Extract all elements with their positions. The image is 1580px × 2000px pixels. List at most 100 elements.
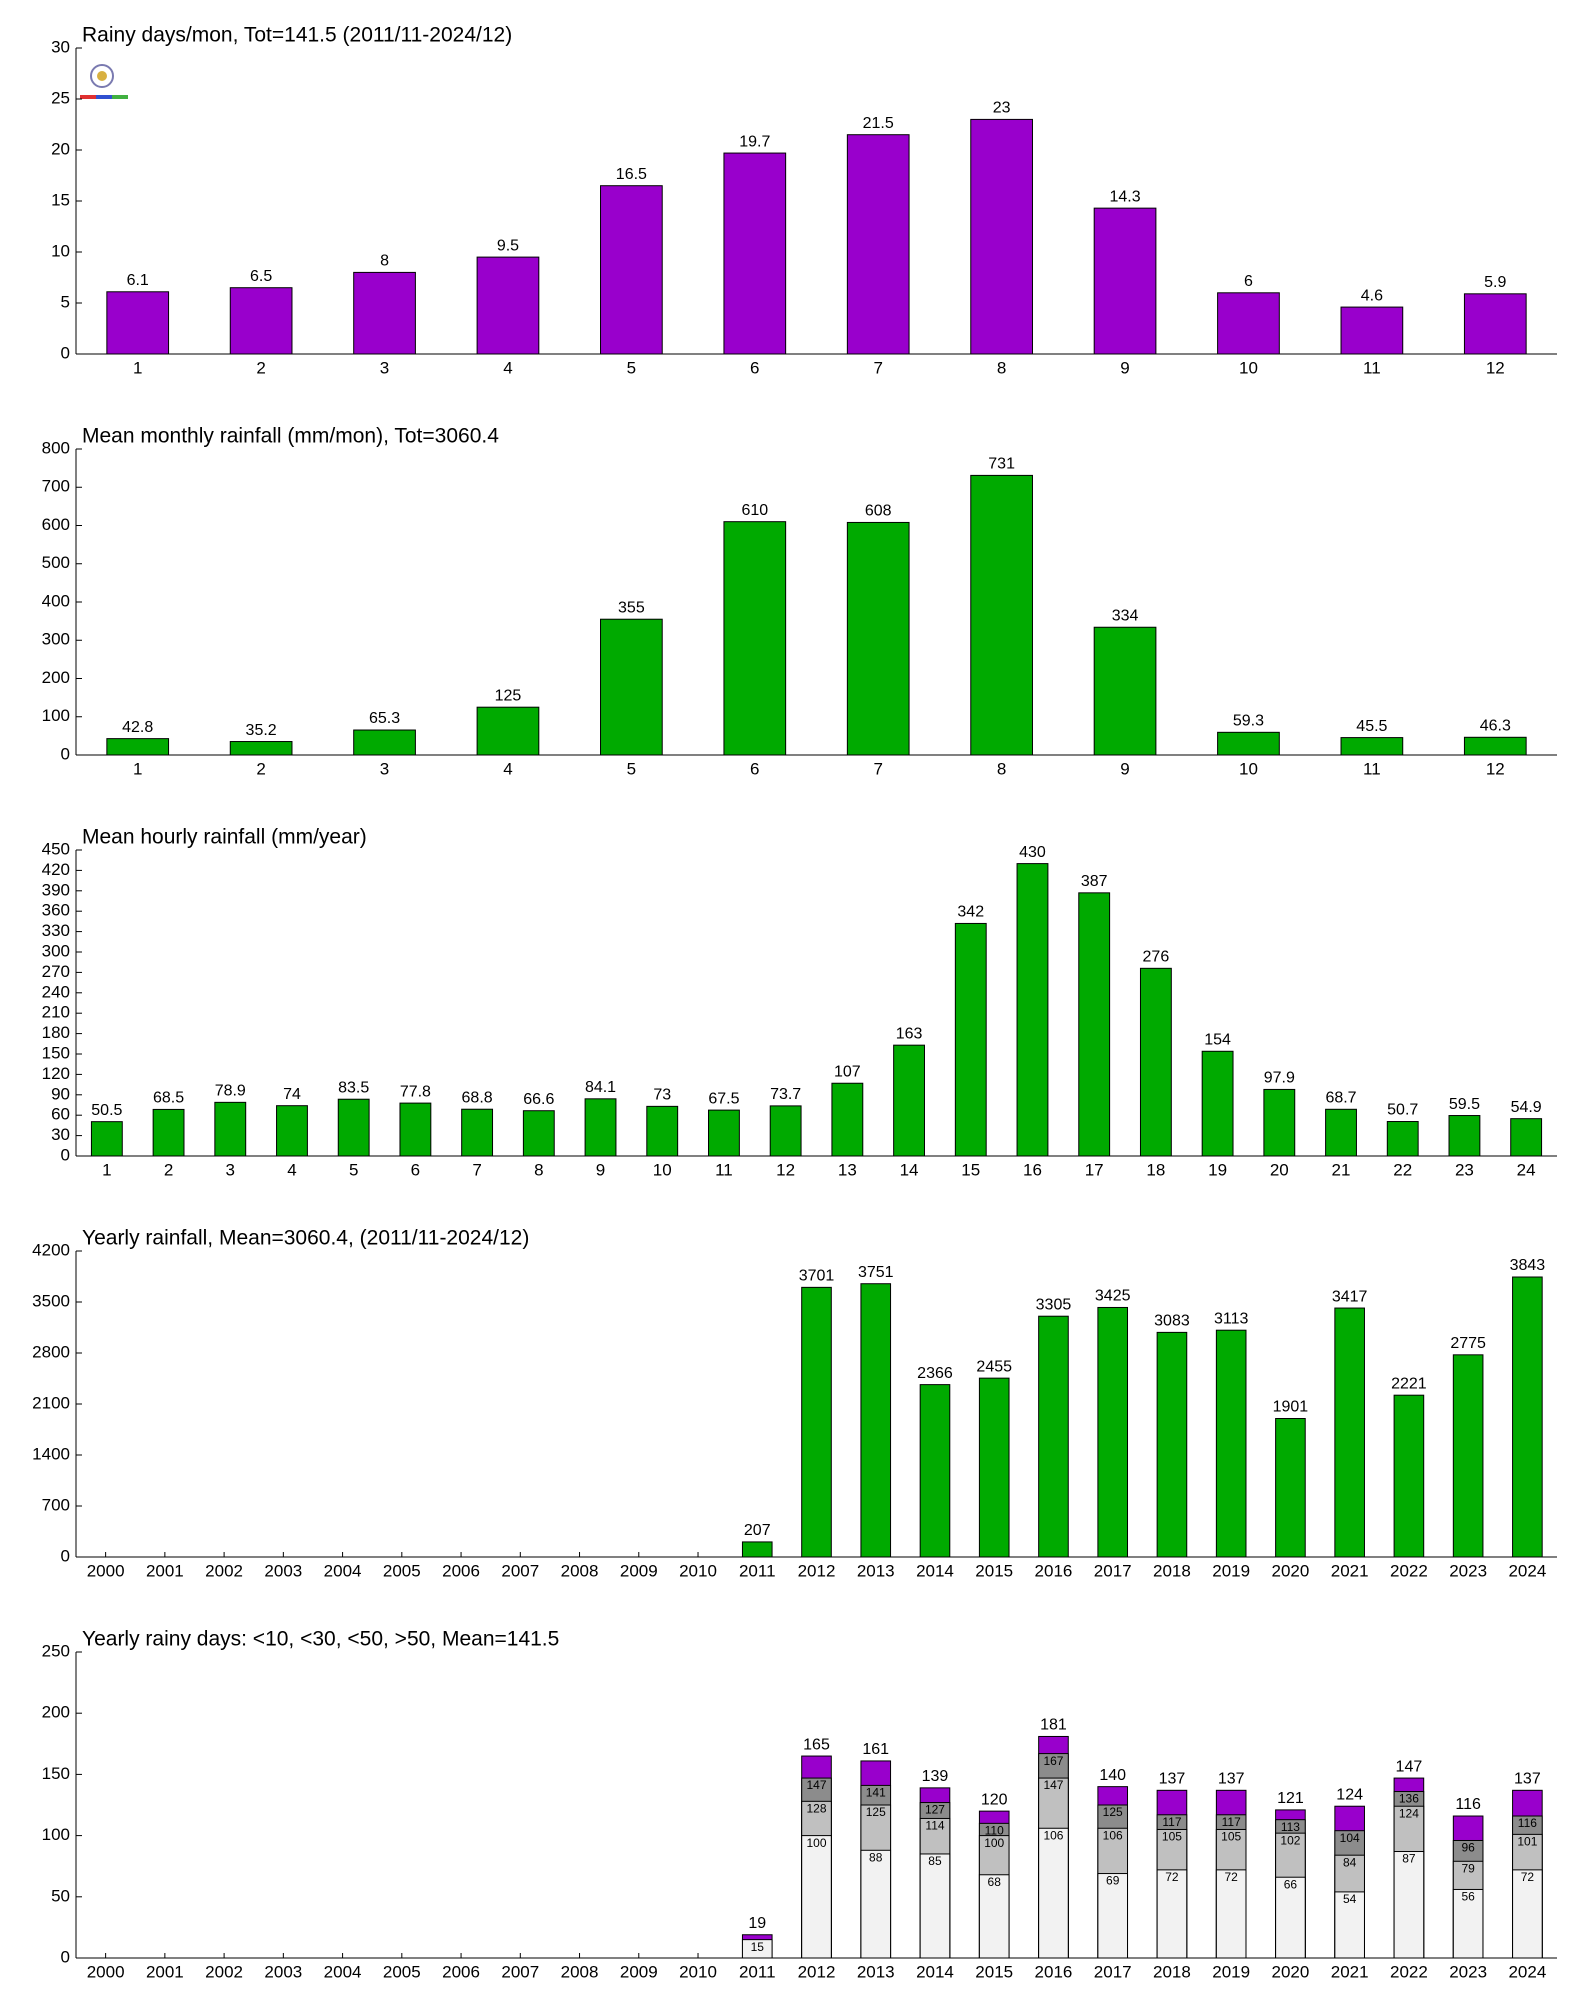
x-tick-label: 1 — [102, 1160, 111, 1179]
bar — [846, 521, 910, 756]
y-tick-label: 150 — [42, 1043, 70, 1062]
x-tick-label: 5 — [349, 1160, 358, 1179]
y-tick-label: 3500 — [32, 1291, 70, 1310]
chart-title: Yearly rainy days: <10, <30, <50, >50, M… — [82, 1628, 559, 1651]
bar — [1463, 736, 1527, 756]
segment-label: 104 — [1340, 1831, 1360, 1845]
value-label: 2775 — [1450, 1335, 1486, 1352]
value-label: 154 — [1204, 1031, 1231, 1048]
y-tick-label: 180 — [42, 1023, 70, 1042]
segment-label: 125 — [1103, 1805, 1123, 1819]
y-tick-label: 60 — [51, 1105, 70, 1124]
bar — [801, 1286, 832, 1558]
value-label: 5.9 — [1484, 274, 1506, 291]
y-tick-label: 330 — [42, 921, 70, 940]
bar — [1093, 626, 1157, 756]
segment-label: 114 — [925, 1819, 944, 1833]
bar — [1093, 207, 1157, 355]
x-tick-label: 18 — [1146, 1160, 1165, 1179]
y-tick-label: 150 — [42, 1764, 70, 1783]
value-label: 137 — [1514, 1771, 1541, 1788]
x-tick-label: 2019 — [1212, 1561, 1250, 1580]
y-tick-label: 270 — [42, 962, 70, 981]
bar — [1078, 892, 1111, 1157]
segment-label: 116 — [1518, 1816, 1537, 1830]
bar — [461, 1108, 494, 1157]
value-label: 608 — [865, 503, 892, 520]
bar — [353, 729, 416, 756]
value-label: 74 — [283, 1086, 301, 1103]
x-tick-label: 2020 — [1272, 1962, 1310, 1981]
segment-label: 88 — [869, 1850, 883, 1864]
x-tick-label: 2022 — [1390, 1561, 1428, 1580]
segment-label: 167 — [1043, 1754, 1063, 1768]
x-tick-label: 2024 — [1508, 1962, 1546, 1981]
value-label: 3701 — [799, 1268, 835, 1285]
x-tick-label: 2024 — [1508, 1561, 1546, 1580]
x-tick-label: 2004 — [324, 1962, 362, 1981]
x-tick-label: 2008 — [561, 1561, 599, 1580]
x-tick-label: 2013 — [857, 1962, 895, 1981]
x-tick-label: 2008 — [561, 1962, 599, 1981]
value-label: 6.1 — [127, 272, 149, 289]
bar — [214, 1101, 247, 1157]
value-label: 73.7 — [770, 1086, 801, 1103]
bar — [1512, 1276, 1543, 1558]
bar — [954, 922, 987, 1157]
x-tick-label: 8 — [997, 759, 1006, 778]
y-tick-label: 25 — [51, 88, 70, 107]
bar — [646, 1105, 679, 1157]
value-label: 8 — [380, 253, 389, 270]
x-tick-label: 8 — [997, 358, 1006, 377]
y-tick-label: 450 — [42, 839, 70, 858]
segment-label: 100 — [806, 1836, 826, 1850]
value-label: 116 — [1455, 1796, 1481, 1813]
segment-label: 100 — [984, 1836, 1004, 1850]
x-tick-label: 2011 — [739, 1962, 776, 1981]
bar — [106, 738, 170, 756]
value-label: 97.9 — [1264, 1070, 1295, 1087]
x-tick-label: 2000 — [87, 1962, 125, 1981]
value-label: 1901 — [1273, 1399, 1309, 1416]
x-tick-label: 9 — [596, 1160, 605, 1179]
segment-label: 66 — [1284, 1877, 1298, 1891]
segment-label: 136 — [1399, 1792, 1419, 1806]
value-label: 140 — [1099, 1767, 1126, 1784]
x-tick-label: 2005 — [383, 1962, 421, 1981]
x-tick-label: 2018 — [1153, 1962, 1191, 1981]
bar — [1217, 292, 1280, 355]
x-tick-label: 24 — [1517, 1160, 1536, 1179]
bar — [229, 287, 293, 355]
value-label: 6.5 — [250, 268, 272, 285]
bar — [1334, 1891, 1365, 1959]
segment-label: 15 — [751, 1940, 765, 1954]
bar — [1016, 863, 1049, 1157]
bar — [893, 1044, 925, 1157]
x-tick-label: 4 — [503, 759, 512, 778]
segment-label: 127 — [925, 1803, 945, 1817]
bar — [1452, 1354, 1484, 1558]
x-tick-label: 2002 — [205, 1962, 243, 1981]
bar — [708, 1109, 740, 1157]
x-tick-label: 17 — [1085, 1160, 1104, 1179]
value-label: 14.3 — [1109, 188, 1140, 205]
x-tick-label: 2020 — [1272, 1561, 1310, 1580]
bar — [1510, 1118, 1543, 1157]
y-tick-label: 800 — [42, 438, 70, 457]
x-tick-label: 2022 — [1390, 1962, 1428, 1981]
segment-label: 56 — [1461, 1890, 1475, 1904]
value-label: 165 — [803, 1736, 830, 1753]
x-tick-label: 10 — [1239, 759, 1258, 778]
x-tick-label: 2014 — [916, 1962, 954, 1981]
value-label: 124 — [1336, 1786, 1363, 1803]
value-label: 3113 — [1214, 1310, 1249, 1327]
chart-title: Rainy days/mon, Tot=141.5 (2011/11-2024/… — [82, 24, 512, 47]
bar — [522, 1110, 555, 1157]
value-label: 6 — [1244, 273, 1253, 290]
value-label: 84.1 — [585, 1079, 616, 1096]
x-tick-label: 4 — [503, 358, 512, 377]
x-tick-label: 2 — [256, 759, 265, 778]
segment-label: 69 — [1106, 1874, 1120, 1888]
y-tick-label: 2800 — [32, 1342, 70, 1361]
